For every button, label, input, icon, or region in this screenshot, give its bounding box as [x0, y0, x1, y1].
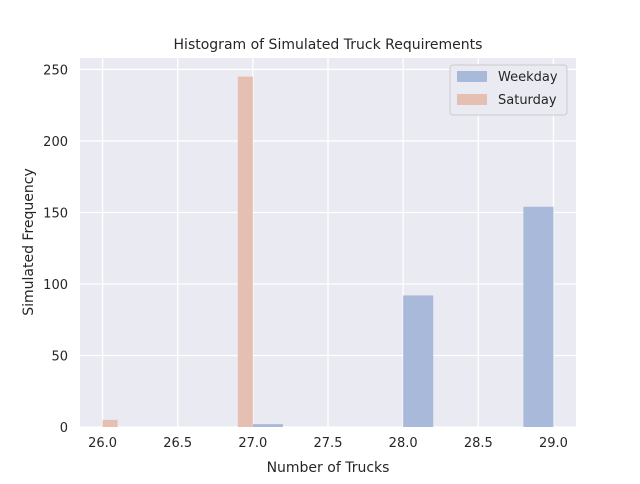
y-tick-label: 50	[51, 349, 68, 364]
y-tick-labels: 0 50 100 150 200 250	[43, 63, 68, 436]
x-tick-label: 26.5	[163, 436, 192, 451]
x-axis-label: Number of Trucks	[267, 460, 390, 476]
y-tick-label: 250	[43, 63, 68, 78]
x-tick-label: 26.0	[88, 436, 117, 451]
x-tick-label: 27.0	[238, 436, 267, 451]
x-tick-label: 28.5	[464, 436, 493, 451]
bar-weekday	[252, 424, 283, 427]
bar-weekday	[523, 206, 554, 427]
y-tick-label: 100	[43, 278, 68, 293]
x-tick-label: 29.0	[539, 436, 568, 451]
bar-weekday	[403, 295, 434, 427]
y-axis-label: Simulated Frequency	[21, 168, 37, 316]
x-tick-label: 28.0	[389, 436, 418, 451]
bar-saturday	[237, 76, 253, 428]
x-tick-label: 27.5	[314, 436, 343, 451]
y-tick-label: 150	[43, 206, 68, 221]
legend-swatch-saturday	[457, 94, 487, 105]
bars	[102, 76, 554, 428]
legend-swatch-weekday	[457, 71, 487, 82]
y-tick-label: 0	[60, 421, 68, 436]
bar-saturday	[102, 419, 118, 427]
legend: Weekday Saturday	[449, 64, 568, 116]
y-tick-label: 200	[43, 135, 68, 150]
legend-label-saturday: Saturday	[498, 93, 557, 108]
legend-label-weekday: Weekday	[498, 70, 558, 85]
x-tick-labels: 26.0 26.5 27.0 27.5 28.0 28.5 29.0	[88, 436, 568, 451]
chart-title: Histogram of Simulated Truck Requirement…	[174, 37, 483, 53]
